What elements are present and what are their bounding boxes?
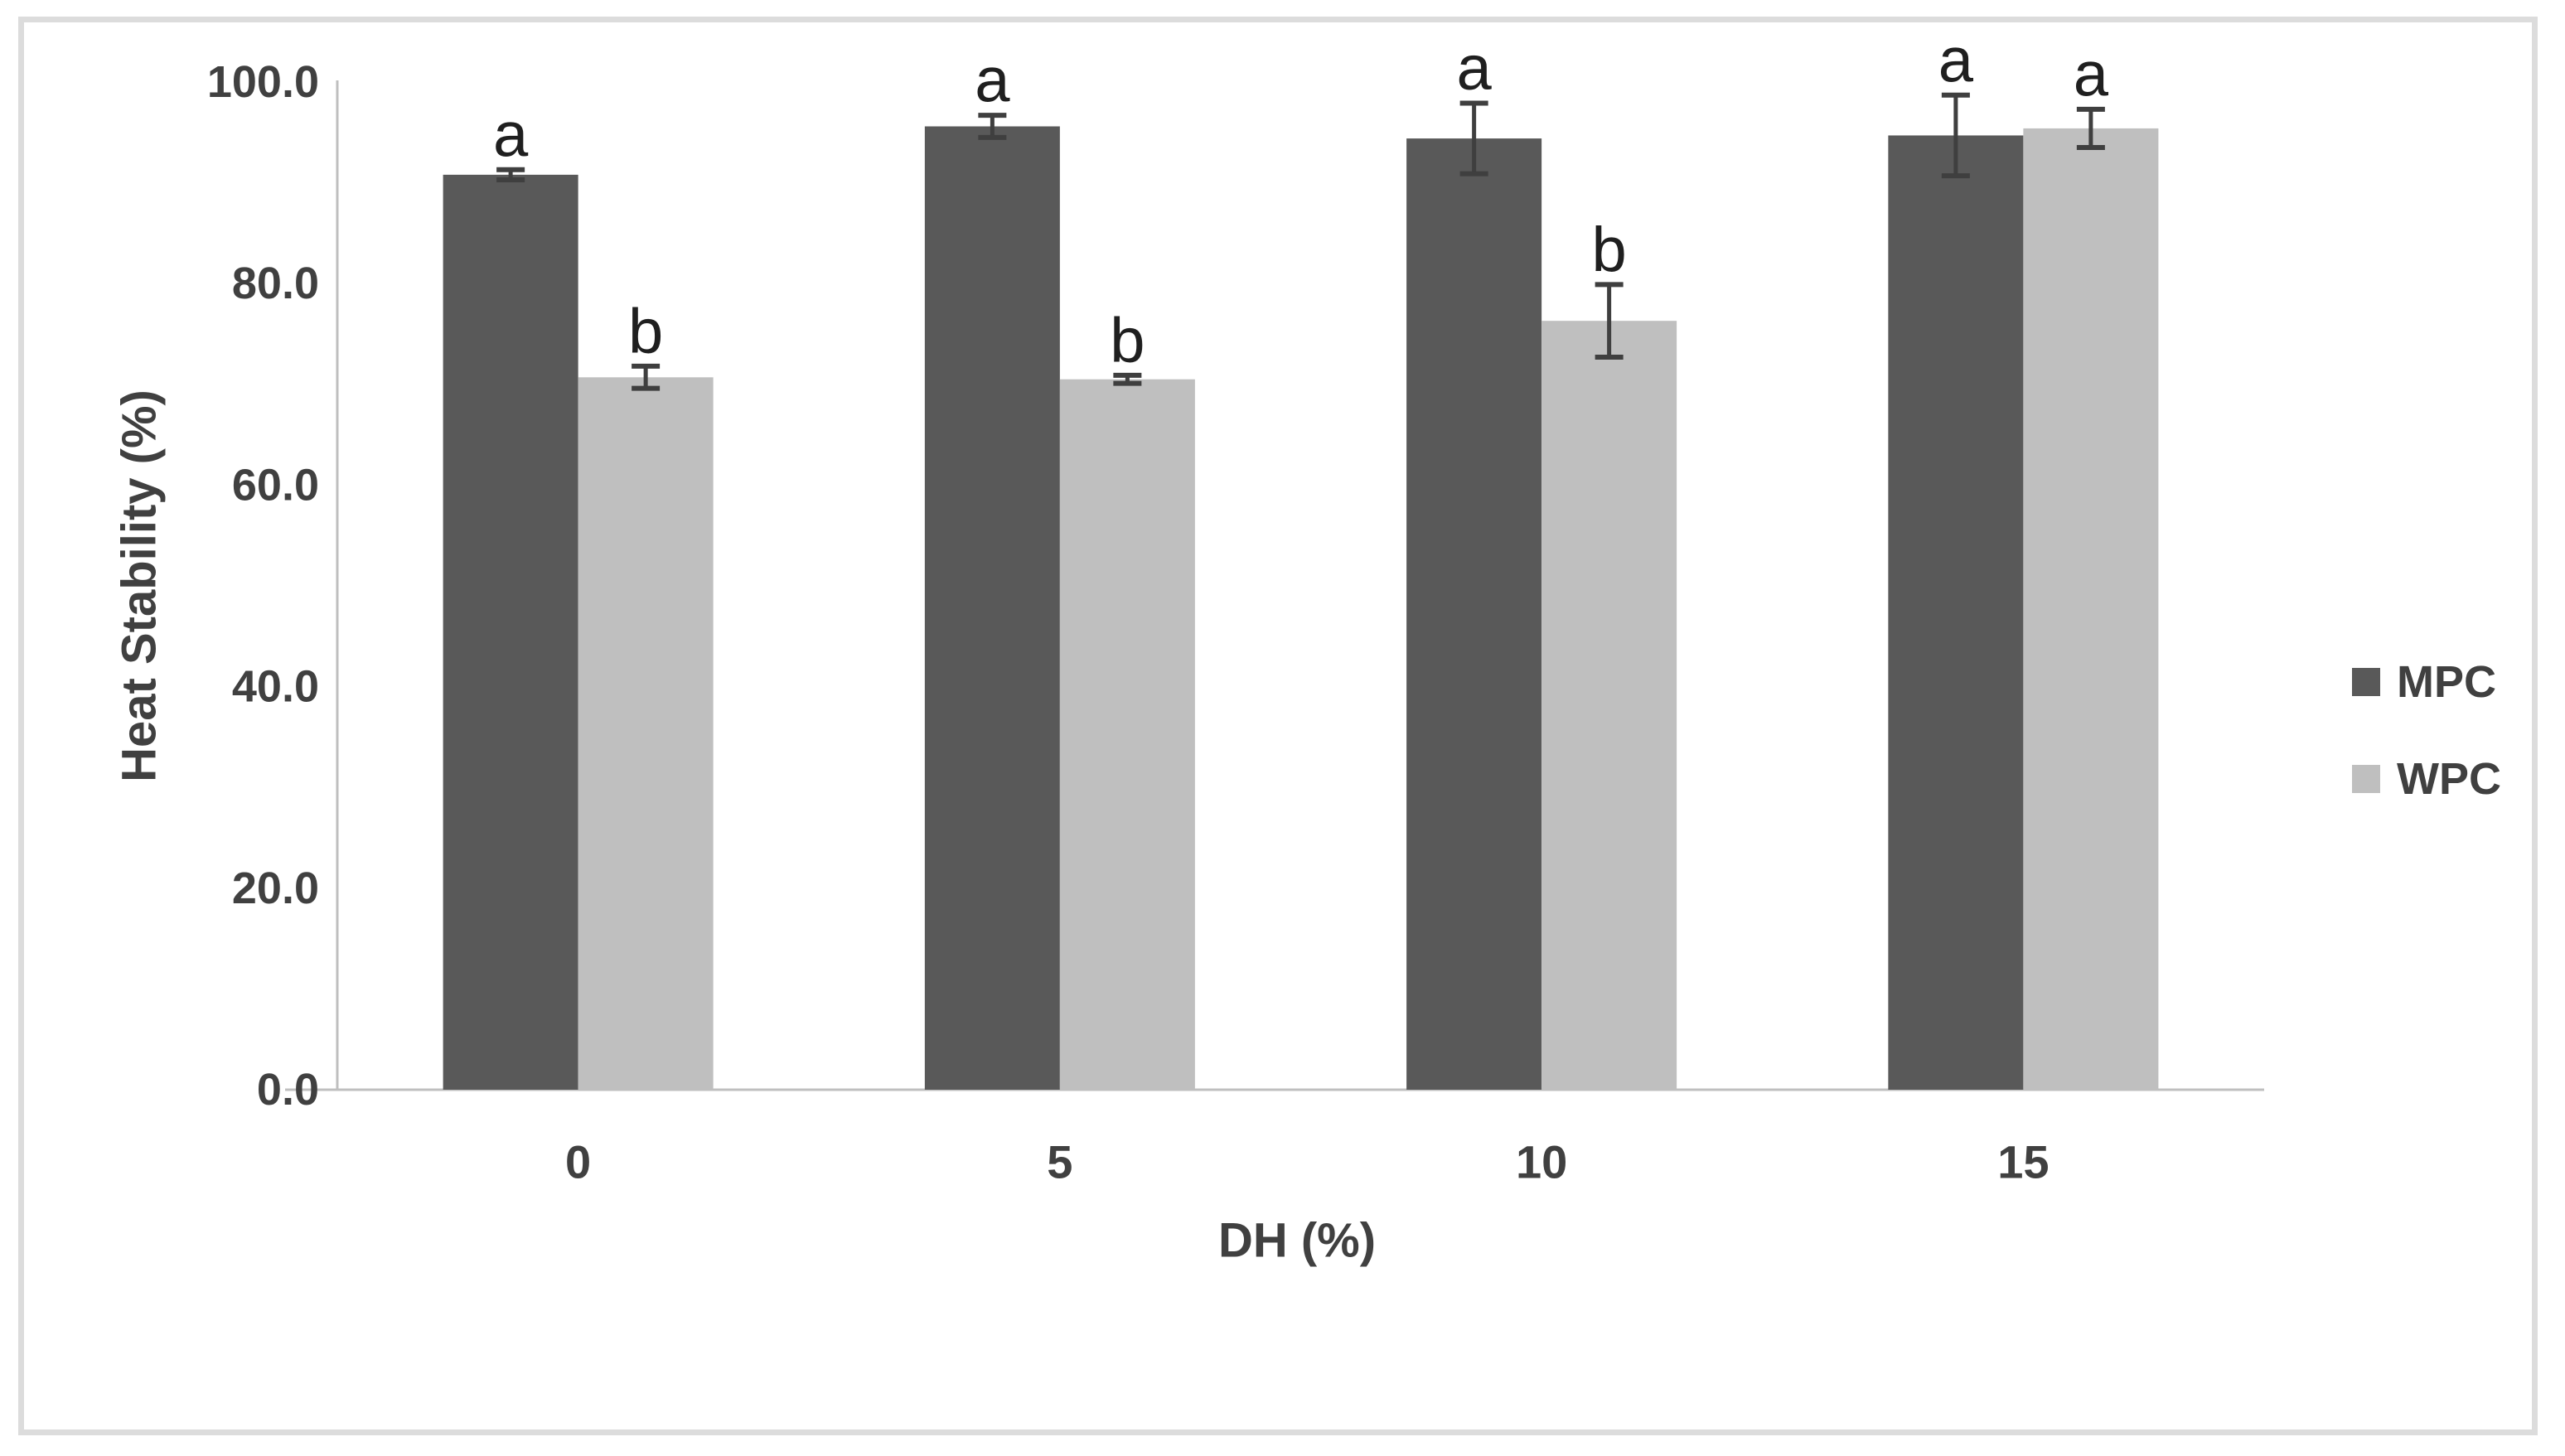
bar-mpc-1 bbox=[924, 126, 1060, 1090]
x-tick-label-2: 10 bbox=[1516, 1136, 1567, 1188]
bar-wpc-2 bbox=[1541, 321, 1677, 1090]
y-axis-title: Heat Stability (%) bbox=[113, 389, 167, 782]
significance-letter-mpc-1: a bbox=[975, 46, 1010, 116]
y-tick-label-2: 60.0 bbox=[232, 460, 319, 510]
bar-wpc-3 bbox=[2023, 128, 2159, 1090]
y-tick-label-4: 20.0 bbox=[232, 863, 319, 913]
legend-label-wpc: WPC bbox=[2397, 754, 2501, 804]
significance-letter-mpc-3: a bbox=[1938, 25, 1974, 95]
x-axis-title: DH (%) bbox=[1218, 1214, 1376, 1268]
legend-swatch-mpc bbox=[2352, 668, 2380, 696]
significance-letter-mpc-2: a bbox=[1456, 33, 1492, 104]
y-tick-label-3: 40.0 bbox=[232, 662, 319, 712]
significance-letter-wpc-1: b bbox=[1110, 305, 1145, 375]
bar-wpc-0 bbox=[578, 377, 714, 1091]
bar-wpc-1 bbox=[1059, 379, 1195, 1091]
significance-letter-wpc-3: a bbox=[2074, 39, 2109, 109]
y-tick-label-5: 0.0 bbox=[257, 1065, 319, 1115]
bar-mpc-0 bbox=[443, 174, 578, 1091]
y-tick-label-1: 80.0 bbox=[232, 259, 319, 308]
bar-mpc-2 bbox=[1406, 138, 1542, 1091]
significance-letter-wpc-2: b bbox=[1591, 215, 1626, 285]
x-tick-label-1: 5 bbox=[1047, 1136, 1072, 1188]
legend-label-mpc: MPC bbox=[2397, 657, 2496, 707]
significance-letter-mpc-0: a bbox=[493, 99, 529, 170]
significance-letter-wpc-0: b bbox=[628, 296, 663, 366]
bar-mpc-3 bbox=[1888, 135, 2024, 1090]
y-tick-label-0: 100.0 bbox=[207, 57, 319, 107]
x-tick-label-3: 15 bbox=[1997, 1136, 2049, 1188]
legend-swatch-wpc bbox=[2352, 765, 2380, 793]
x-tick-label-0: 0 bbox=[565, 1136, 591, 1188]
